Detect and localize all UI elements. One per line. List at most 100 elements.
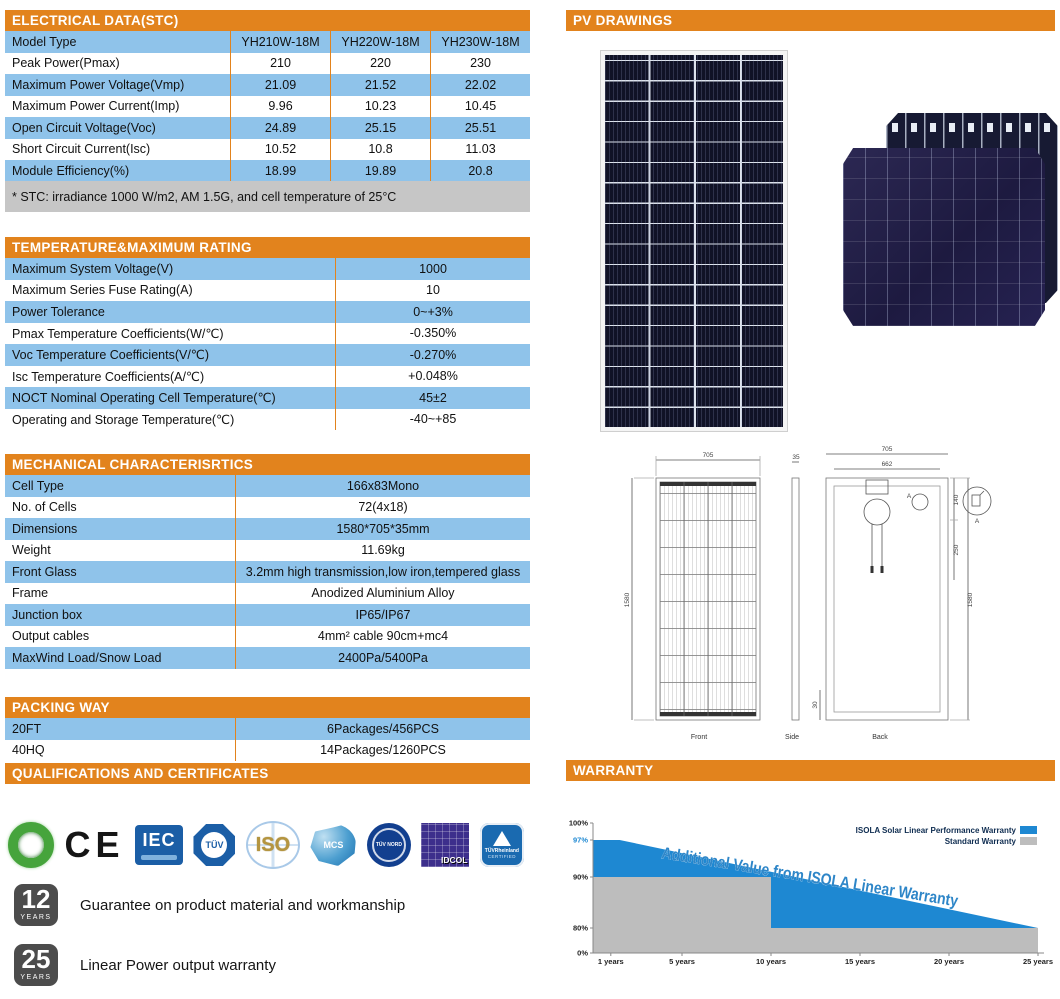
table-row: No. of Cells 72(4x18) — [5, 496, 530, 518]
section-header-packing: PACKING WAY — [5, 697, 530, 718]
iso-label: ISO — [255, 833, 291, 856]
table-cell-value: 24.89 — [230, 117, 330, 139]
legend-swatch — [1020, 837, 1037, 845]
table-cell-value: 210 — [230, 52, 330, 74]
table-cell-value: 0~+3% — [335, 301, 530, 323]
section-header-qualifications: QUALIFICATIONS AND CERTIFICATES — [5, 763, 530, 784]
linear-warranty-area — [593, 840, 1038, 928]
table-cell-label: Short Circuit Current(Isc) — [12, 142, 151, 157]
table-cell-value: 72(4x18) — [235, 496, 530, 518]
tuv-rheinland-label: TÜVRheinland — [484, 848, 519, 854]
dim-jbox-offset: 140 — [953, 494, 960, 505]
table-row: NOCT Nominal Operating Cell Temperature(… — [5, 387, 530, 409]
dim-height-right: 1580 — [967, 592, 974, 607]
badge-number: 12 — [21, 884, 51, 914]
electrical-table: Model Type YH210W-18M YH220W-18M YH230W-18M… — [5, 31, 530, 182]
view-label-side: Side — [785, 734, 799, 741]
iec-underline — [140, 855, 177, 860]
mechanical-table: Cell Type 166x83Mono No. of Cells 72(4x18) D… — [5, 475, 530, 669]
badge-unit: YEARS — [20, 974, 52, 981]
table-cell-value: -0.270% — [335, 344, 530, 366]
table-cell-label: Operating and Storage Temperature(℃) — [12, 412, 235, 427]
table-cell-value: 1580*705*35mm — [235, 518, 530, 540]
table-row: Model Type YH210W-18M YH220W-18M YH230W-18M — [5, 31, 530, 53]
table-row: MaxWind Load/Snow Load 2400Pa/5400Pa — [5, 647, 530, 669]
table-cell-value: +0.048% — [335, 365, 530, 387]
table-cell-label: Dimensions — [12, 521, 78, 536]
table-cell-value: 10.23 — [330, 95, 430, 117]
dim-thickness: 35 — [792, 454, 800, 461]
dim-frame-bottom: 30 — [812, 701, 819, 709]
table-cell-label: Pmax Temperature Coefficients(W/℃) — [12, 326, 224, 341]
stc-note: * STC: irradiance 1000 W/m2, AM 1.5G, an… — [5, 181, 530, 212]
table-row: Maximum Power Voltage(Vmp) 21.09 21.52 22.0… — [5, 74, 530, 96]
table-cell-value: 21.52 — [330, 74, 430, 96]
section-header-mechanical: MECHANICAL CHARACTERISRTICS — [5, 454, 530, 475]
table-cell-value: 6Packages/456PCS — [235, 718, 530, 740]
table-cell-value: 10.8 — [330, 138, 430, 160]
table-cell-value: 20.8 — [430, 160, 530, 182]
table-cell-label: Maximum Power Voltage(Vmp) — [12, 77, 185, 92]
table-cell-label: Module Efficiency(%) — [12, 163, 130, 178]
certificate-logos-row: CE IEC TÜV ISO MCS TÜV NORD IDCOL TÜVRhe… — [8, 812, 524, 878]
25-years-badge-icon: 25 YEARS — [14, 944, 58, 986]
table-cell-value: YH230W-18M — [430, 31, 530, 53]
table-cell-value: 11.69kg — [235, 539, 530, 561]
idcol-certificate-icon: IDCOL — [421, 823, 470, 867]
table-cell-label: Open Circuit Voltage(Voc) — [12, 120, 156, 135]
table-row: Output cables 4mm² cable 90cm+mc4 — [5, 625, 530, 647]
table-row: 20FT 6Packages/456PCS — [5, 718, 530, 740]
table-row: 40HQ 14Packages/1260PCS — [5, 739, 530, 761]
table-cell-label: NOCT Nominal Operating Cell Temperature(… — [12, 391, 276, 406]
dim-cable-drop: 250 — [953, 544, 960, 555]
table-row: Open Circuit Voltage(Voc) 24.89 25.15 25.51 — [5, 117, 530, 139]
table-cell-label: Isc Temperature Coefficients(A/℃) — [12, 369, 205, 384]
x-tick-label: 25 years — [1023, 957, 1053, 966]
table-cell-value: -40~+85 — [335, 408, 530, 430]
table-cell-label: No. of Cells — [12, 500, 77, 515]
table-cell-value: Anodized Aluminium Alloy — [235, 582, 530, 604]
12-years-badge-icon: 12 YEARS — [14, 884, 58, 926]
standard-warranty-area — [593, 877, 1038, 953]
dim-front-width: 705 — [703, 452, 714, 459]
table-cell-label: Output cables — [12, 629, 90, 644]
table-row: Operating and Storage Temperature(℃) -40~… — [5, 408, 530, 430]
table-row: Maximum Power Current(Imp) 9.96 10.23 10.45 — [5, 95, 530, 117]
table-row: Power Tolerance 0~+3% — [5, 301, 530, 323]
solar-cell-front-photo — [843, 148, 1045, 326]
table-cell-label: Maximum Power Current(Imp) — [12, 99, 180, 114]
table-cell-value: 4mm² cable 90cm+mc4 — [235, 625, 530, 647]
y-tick-label: 90% — [573, 873, 588, 882]
table-cell-label: Frame — [12, 586, 49, 601]
table-cell-value: 1000 — [335, 258, 530, 280]
table-cell-label: Weight — [12, 543, 51, 558]
tuv-nord-certificate-icon: TÜV NORD — [366, 823, 411, 867]
y-tick-label: 80% — [573, 924, 588, 933]
table-row: Isc Temperature Coefficients(A/℃) +0.048% — [5, 365, 530, 387]
table-cell-value: 18.99 — [230, 160, 330, 182]
table-cell-value: 9.96 — [230, 95, 330, 117]
x-tick-label: 1 years — [598, 957, 624, 966]
temperature-table: Maximum System Voltage(V) 1000 Maximum Ser… — [5, 258, 530, 430]
table-cell-value: 25.15 — [330, 117, 430, 139]
table-row: Junction box IP65/IP67 — [5, 604, 530, 626]
table-cell-label: Maximum Series Fuse Rating(A) — [12, 283, 193, 298]
table-cell-value: 230 — [430, 52, 530, 74]
warranty-chart: 0% 80% 90% 97% 100% 1 years 5 years 10 years 15 … — [569, 819, 1053, 967]
x-tick-label: 5 years — [669, 957, 695, 966]
table-cell-label: Model Type — [12, 34, 77, 49]
table-cell-value: 19.89 — [330, 160, 430, 182]
iec-label: IEC — [142, 830, 176, 850]
table-cell-value: 220 — [330, 52, 430, 74]
table-cell-label: Cell Type — [12, 478, 64, 493]
table-row: Voc Temperature Coefficients(V/℃) -0.270% — [5, 344, 530, 366]
table-cell-label: MaxWind Load/Snow Load — [12, 650, 162, 665]
mcs-certificate-icon: MCS — [310, 824, 357, 866]
legend-label: ISOLA Solar Linear Performance Warranty — [856, 826, 1017, 835]
dim-height-left: 1580 — [624, 592, 631, 607]
view-label-front: Front — [691, 734, 707, 741]
legend-label: Standard Warranty — [945, 837, 1017, 846]
table-cell-value: 10.45 — [430, 95, 530, 117]
dim-back-width: 705 — [882, 446, 893, 453]
